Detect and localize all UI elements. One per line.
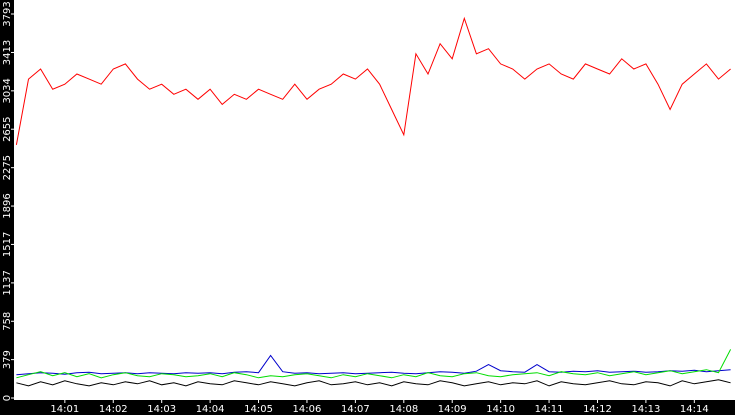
series-line [16,349,732,379]
x-tick-label: 14:13 [631,404,660,415]
y-axis-strip [0,0,14,415]
x-tick-label: 14:05 [244,404,273,415]
x-tick-label: 14:01 [50,404,79,415]
y-tick-label: 1137 [2,270,13,295]
x-tick-label: 14:11 [535,404,564,415]
x-tick-label: 14:10 [486,404,515,415]
x-tick-label: 14:04 [196,404,225,415]
series-line [16,354,731,376]
y-tick-label: 3793 [2,1,13,26]
x-axis-strip [0,400,735,415]
x-tick-label: 14:09 [438,404,467,415]
x-tick-label: 14:07 [341,404,370,415]
series-line [15,16,731,145]
x-tick-label: 14:12 [583,404,612,415]
x-tick-label: 14:06 [293,404,322,415]
x-tick-label: 14:03 [147,404,176,415]
x-tick-label: 14:08 [389,404,418,415]
x-tick-label: 14:02 [99,404,128,415]
y-tick-label: 0 [2,395,13,401]
y-tick-label: 758 [2,312,13,331]
x-tick-label: 14:14 [680,404,709,415]
y-tick-label: 2655 [2,116,13,141]
y-tick-label: 379 [2,350,13,369]
y-tick-label: 1517 [2,232,13,257]
y-tick-label: 3413 [2,40,13,65]
y-tick-label: 3034 [2,78,13,103]
y-tick-label: 2275 [2,155,13,180]
series-line [16,379,731,387]
y-tick-label: 1896 [2,193,13,218]
